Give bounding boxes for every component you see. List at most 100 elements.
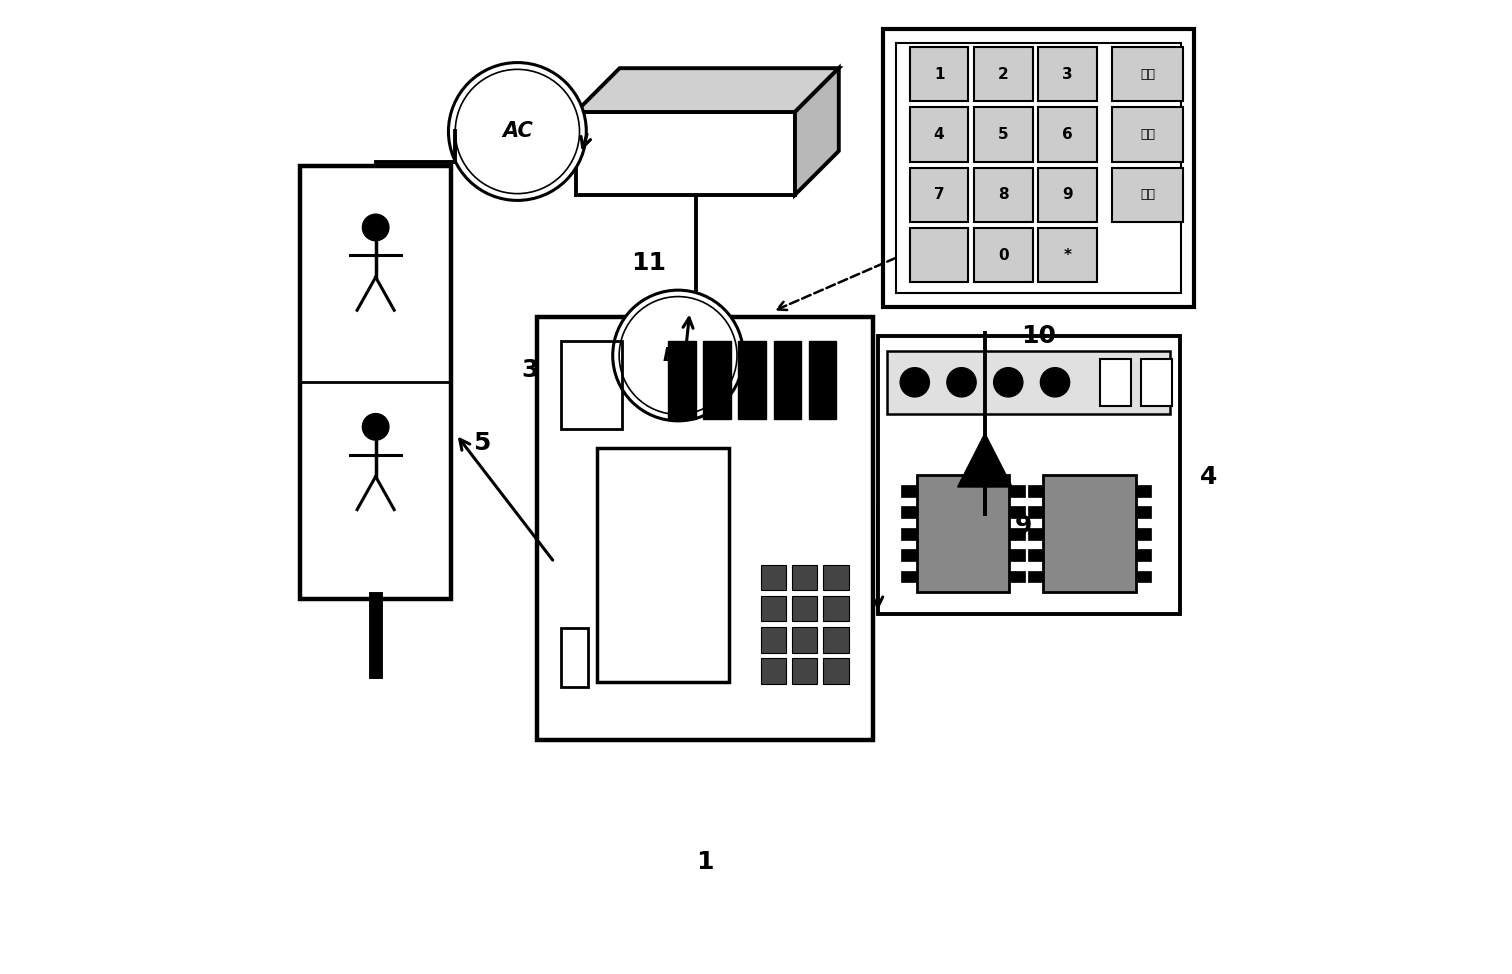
- Bar: [901, 571, 916, 582]
- Bar: [792, 658, 818, 684]
- Bar: [1137, 571, 1152, 582]
- Bar: [301, 166, 451, 599]
- Bar: [823, 565, 848, 590]
- Text: 9: 9: [1063, 187, 1074, 203]
- Text: 1: 1: [934, 66, 945, 82]
- Bar: [883, 29, 1194, 307]
- Text: 修改: 修改: [1140, 188, 1155, 202]
- Bar: [1113, 107, 1182, 162]
- Bar: [809, 341, 836, 419]
- Bar: [1010, 485, 1025, 497]
- Text: 6: 6: [1063, 127, 1074, 142]
- Text: 删除: 删除: [1140, 128, 1155, 141]
- Text: DC: DC: [662, 346, 694, 365]
- Bar: [738, 341, 765, 419]
- Circle shape: [900, 367, 930, 397]
- Bar: [901, 528, 916, 540]
- Bar: [1039, 228, 1096, 282]
- Polygon shape: [576, 68, 839, 112]
- Bar: [901, 549, 916, 561]
- Bar: [823, 658, 848, 684]
- Circle shape: [363, 214, 389, 241]
- Text: 10: 10: [1021, 324, 1055, 348]
- Text: 1: 1: [697, 850, 714, 874]
- Bar: [1113, 168, 1182, 222]
- Bar: [576, 112, 795, 195]
- Circle shape: [993, 367, 1024, 397]
- Bar: [761, 627, 786, 653]
- Text: AC: AC: [502, 122, 532, 141]
- Bar: [1010, 549, 1025, 561]
- Text: 3: 3: [522, 358, 538, 382]
- Bar: [974, 107, 1033, 162]
- Bar: [1028, 571, 1042, 582]
- Text: 5: 5: [998, 127, 1009, 142]
- Bar: [1010, 528, 1025, 540]
- Bar: [974, 47, 1033, 101]
- Bar: [910, 107, 968, 162]
- Bar: [910, 168, 968, 222]
- Text: 确定: 确定: [1140, 67, 1155, 81]
- Bar: [761, 596, 786, 621]
- Bar: [1039, 168, 1096, 222]
- Circle shape: [612, 290, 744, 421]
- Text: 2: 2: [998, 66, 1009, 82]
- Bar: [1028, 506, 1042, 518]
- Bar: [1028, 528, 1042, 540]
- Bar: [761, 658, 786, 684]
- Text: 11: 11: [632, 251, 667, 275]
- Polygon shape: [957, 433, 1012, 487]
- Bar: [897, 43, 1181, 293]
- Text: 3: 3: [1063, 66, 1074, 82]
- Bar: [668, 341, 696, 419]
- Bar: [792, 596, 818, 621]
- Bar: [823, 627, 848, 653]
- Bar: [901, 485, 916, 497]
- Bar: [910, 47, 968, 101]
- Text: 7: 7: [934, 187, 945, 203]
- Bar: [703, 341, 730, 419]
- Text: 9: 9: [1015, 514, 1033, 538]
- Bar: [974, 228, 1033, 282]
- Circle shape: [449, 62, 587, 201]
- Bar: [561, 341, 621, 429]
- Circle shape: [947, 367, 977, 397]
- Bar: [597, 448, 729, 682]
- Bar: [774, 341, 801, 419]
- Bar: [561, 628, 588, 687]
- Bar: [1010, 506, 1025, 518]
- Polygon shape: [795, 68, 839, 195]
- Text: 4: 4: [1201, 466, 1217, 489]
- Bar: [761, 565, 786, 590]
- Bar: [1137, 485, 1152, 497]
- Text: 0: 0: [998, 247, 1009, 263]
- Bar: [1140, 359, 1172, 406]
- Bar: [1010, 571, 1025, 582]
- Bar: [792, 627, 818, 653]
- Circle shape: [363, 414, 389, 440]
- Bar: [916, 475, 1009, 592]
- Bar: [823, 596, 848, 621]
- Bar: [537, 317, 872, 740]
- Bar: [974, 168, 1033, 222]
- Bar: [1039, 107, 1096, 162]
- Bar: [1137, 528, 1152, 540]
- Text: *: *: [1063, 247, 1072, 263]
- Bar: [888, 351, 1170, 414]
- Text: 5: 5: [473, 431, 490, 455]
- Circle shape: [1040, 367, 1069, 397]
- Bar: [1028, 485, 1042, 497]
- Bar: [1137, 549, 1152, 561]
- Bar: [901, 506, 916, 518]
- Bar: [878, 336, 1179, 614]
- Bar: [910, 228, 968, 282]
- Bar: [1113, 47, 1182, 101]
- Bar: [1099, 359, 1131, 406]
- Bar: [1039, 47, 1096, 101]
- Bar: [1028, 549, 1042, 561]
- Bar: [1137, 506, 1152, 518]
- Text: 4: 4: [934, 127, 945, 142]
- Bar: [1043, 475, 1136, 592]
- Bar: [792, 565, 818, 590]
- Text: 8: 8: [998, 187, 1009, 203]
